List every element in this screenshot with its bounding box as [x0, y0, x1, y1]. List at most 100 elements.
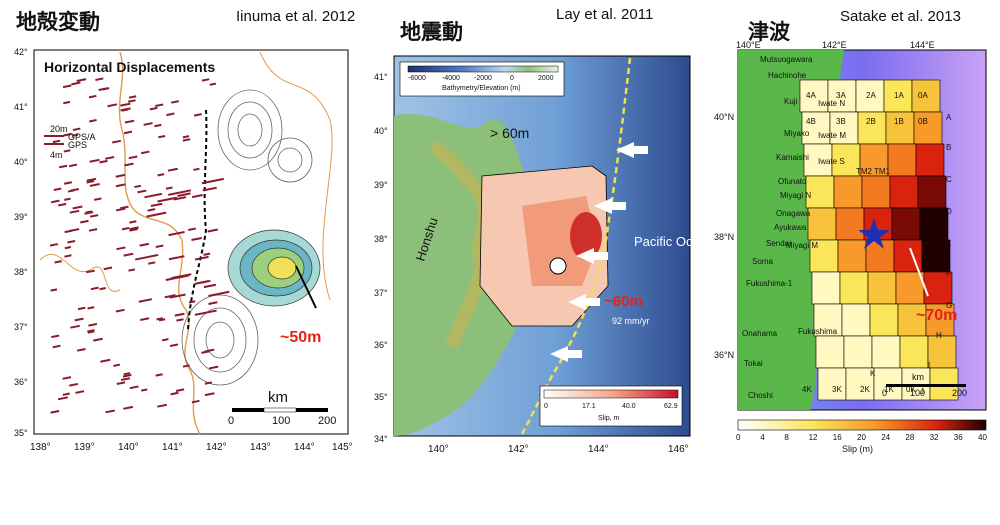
panel1-citation: Iinuma et al. 2012 — [236, 8, 356, 25]
subfault-cell — [833, 175, 863, 209]
subfault-label: G — [946, 301, 952, 310]
gps-vector — [105, 409, 115, 414]
p2-lat-34: 34° — [374, 434, 388, 444]
station-label: Hachinohe — [768, 71, 807, 80]
gps-vector — [122, 373, 132, 378]
p1-lat-36: 36° — [14, 377, 28, 387]
gps-vector — [161, 338, 169, 342]
gps-vector — [51, 334, 60, 339]
subfault-cell — [859, 143, 889, 177]
gps-vector — [64, 197, 71, 201]
gps-vector — [87, 306, 95, 310]
subfault-cell — [895, 271, 925, 305]
gps-vector — [69, 382, 79, 387]
subfault-cell — [829, 111, 859, 145]
colorbar-tick: 16 — [833, 433, 842, 442]
gps-vector — [170, 100, 179, 104]
gps-vector — [129, 228, 138, 232]
p1-lon-143: 143° — [250, 442, 271, 453]
gps-vector — [193, 167, 200, 171]
subfault-label: 2K — [860, 385, 870, 394]
subfault-label: 4A — [806, 91, 816, 100]
panel1-map-title: Horizontal Displacements — [44, 59, 215, 75]
gps-vector — [144, 192, 162, 199]
gps-vector — [167, 167, 178, 172]
gps-vector — [49, 243, 59, 247]
label-pacific: Pacific Ocean — [634, 234, 694, 249]
gps-vector — [154, 123, 162, 128]
gps-vector — [156, 317, 163, 321]
station-label: Choshi — [748, 391, 773, 400]
gps-vector — [191, 399, 200, 404]
p2-lat-35: 35° — [374, 392, 388, 402]
gps-vector — [50, 409, 60, 414]
gps-vector — [107, 103, 118, 108]
gps-vector — [171, 273, 192, 280]
subfault-cell — [913, 111, 943, 145]
subfault-cell — [809, 239, 839, 273]
gps-vector — [58, 202, 67, 207]
gps-vector — [63, 100, 71, 105]
gps-vector — [201, 279, 211, 284]
subfault-label: I — [928, 361, 930, 370]
gps-vector — [148, 261, 156, 265]
station-label: Iwate M — [818, 131, 846, 140]
gps-vector — [123, 405, 134, 410]
gps-vector — [71, 81, 81, 86]
panel1-scale-100: 100 — [272, 415, 290, 427]
gps-vector — [123, 130, 133, 135]
plate-rate: 92 mm/yr — [612, 316, 650, 326]
subfault-cell — [899, 335, 929, 369]
gps-vector — [208, 290, 230, 297]
gps-vector — [116, 381, 126, 385]
subfault-cell — [883, 79, 913, 113]
gps-vector — [112, 139, 122, 144]
gps-vector — [72, 127, 81, 131]
subfault-label: E — [946, 239, 951, 248]
subfault-cell — [837, 239, 867, 273]
legend-gps: GPS — [68, 140, 87, 150]
gps-vector — [57, 396, 69, 401]
subfault-cell — [807, 207, 837, 241]
gps-vector — [204, 381, 213, 385]
station-label: Onahama — [742, 329, 778, 338]
panel3-title: 津波 — [748, 20, 790, 44]
gps-vector — [62, 376, 72, 380]
station-label: Kamaishi — [776, 153, 809, 162]
panel3-scale-200: 200 — [952, 388, 967, 398]
gps-vector — [123, 252, 134, 257]
gps-vector — [120, 107, 131, 112]
gps-vector — [87, 330, 95, 334]
subfault-cell — [835, 207, 865, 241]
gps-vector — [100, 358, 111, 363]
gps-vector — [89, 214, 99, 218]
station-label: Fukushima — [798, 327, 838, 336]
subfault-cell — [897, 303, 927, 337]
gps-vector — [204, 348, 215, 353]
p3-lon-144: 144°E — [910, 40, 935, 50]
gps-vector — [194, 309, 217, 316]
gps-vector — [202, 186, 217, 192]
p1-lon-138: 138° — [30, 442, 51, 453]
displacement-map: ~50m Horizontal Displacements 20m GPS/A … — [14, 47, 353, 453]
gps-vector — [165, 186, 173, 190]
gps-vector — [62, 392, 70, 396]
gps-vector — [99, 287, 107, 291]
subfault-label: 2A — [866, 91, 876, 100]
gps-vector — [115, 308, 125, 313]
gps-vector — [191, 237, 202, 242]
gps-vector — [70, 188, 80, 192]
gps-vector — [53, 187, 62, 192]
gps-vector — [62, 84, 72, 89]
colorbar-tick: 20 — [857, 433, 866, 442]
gps-vector — [68, 163, 78, 168]
gps-vector — [103, 266, 113, 271]
legend-gpsa: GPS/A — [68, 132, 96, 142]
gps-vector — [128, 155, 138, 160]
subfault-cell — [915, 143, 945, 177]
station-label: Iwate S — [818, 157, 845, 166]
p1-lat-37: 37° — [14, 322, 28, 332]
p1-lat-42: 42° — [14, 47, 28, 57]
gps-vector — [123, 372, 131, 376]
